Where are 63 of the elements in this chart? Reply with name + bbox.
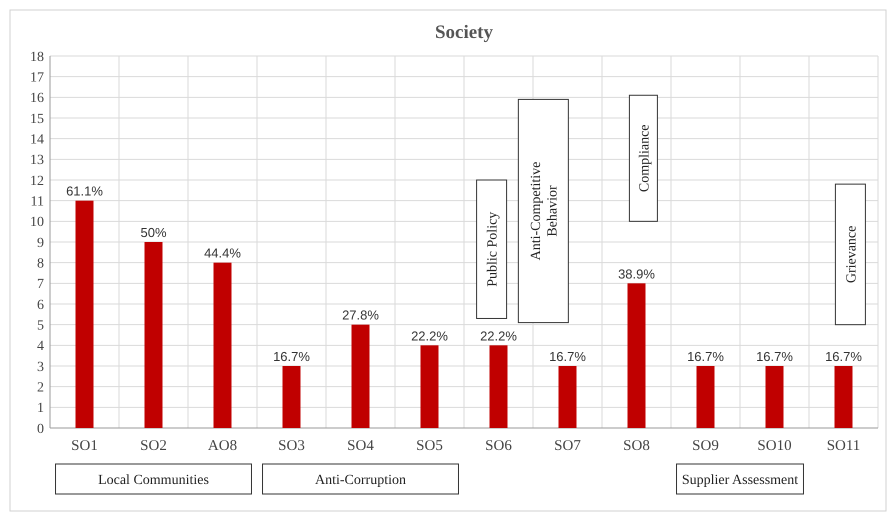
y-tick-label: 7 — [37, 277, 44, 292]
y-tick-label: 12 — [30, 174, 44, 189]
annotation: Anti-Competitive Behavior — [528, 162, 561, 260]
bar — [490, 345, 508, 428]
y-tick-label: 17 — [30, 70, 44, 86]
bar — [144, 242, 162, 428]
y-tick-label: 11 — [30, 194, 44, 210]
y-tick-label: 15 — [30, 112, 44, 127]
annotation: Compliance — [637, 124, 652, 192]
x-tick-label: SO6 — [485, 438, 512, 454]
x-tick-label: SO11 — [826, 438, 860, 454]
bar — [696, 366, 714, 428]
annotation: 22.2% — [411, 328, 448, 344]
y-tick-label: 2 — [37, 380, 44, 396]
y-tick-label: 6 — [37, 298, 44, 313]
annotation: 27.8% — [342, 308, 380, 323]
x-tick-label: SO8 — [623, 438, 650, 454]
annotation: 16.7% — [756, 349, 794, 364]
bar — [76, 200, 94, 428]
annotation: Grievance — [844, 226, 860, 284]
text: Supplier Assessment — [682, 472, 798, 488]
bar — [558, 366, 576, 428]
y-tick-label: 4 — [37, 339, 44, 354]
annotation: 61.1% — [66, 184, 104, 199]
x-tick-label: SO4 — [347, 438, 374, 454]
y-tick-label: 5 — [37, 318, 44, 334]
y-tick-label: 13 — [30, 153, 44, 168]
x-tick-label: SO1 — [71, 438, 98, 454]
x-tick-label: SO5 — [416, 438, 443, 454]
bar — [352, 324, 370, 428]
annotation: Public Policy — [486, 212, 500, 287]
text: Local Communities — [98, 472, 209, 488]
y-tick-label: 8 — [37, 256, 44, 272]
annotation: 16.7% — [825, 349, 862, 364]
x-tick-label: SO2 — [140, 438, 167, 454]
annotation: 16.7% — [687, 349, 724, 364]
bar — [420, 345, 438, 428]
y-tick-label: 1 — [37, 401, 44, 416]
bar — [214, 262, 232, 428]
bar — [766, 366, 784, 428]
annotation: 44.4% — [204, 246, 242, 261]
annotation: 16.7% — [549, 349, 586, 364]
annotation: 16.7% — [273, 349, 310, 364]
y-tick-label: 0 — [37, 422, 44, 437]
x-tick-label: SO7 — [554, 438, 582, 454]
chart-title: Society — [434, 22, 494, 43]
y-tick-label: 9 — [37, 236, 44, 251]
y-tick-label: 18 — [30, 50, 44, 65]
annotation: 38.9% — [618, 266, 656, 282]
annotation: 22.2% — [480, 328, 518, 344]
x-tick-label: SO9 — [692, 438, 719, 454]
x-tick-label: SO3 — [278, 438, 305, 454]
x-tick-label: SO10 — [757, 438, 792, 454]
y-tick-label: 16 — [30, 91, 44, 106]
annotation: 50% — [140, 225, 167, 240]
x-tick-label: AO8 — [208, 438, 238, 454]
y-tick-label: 14 — [30, 132, 44, 148]
bar — [282, 366, 300, 428]
y-tick-label: 3 — [37, 360, 44, 375]
bar — [628, 283, 646, 428]
bar — [834, 366, 852, 428]
y-tick-label: 10 — [30, 215, 44, 230]
text: Anti-Corruption — [315, 472, 406, 488]
